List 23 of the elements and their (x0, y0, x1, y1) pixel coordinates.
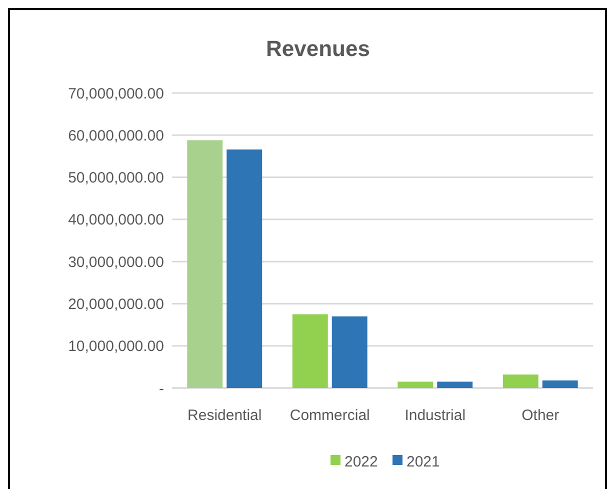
bar (332, 316, 368, 388)
bar (226, 149, 262, 388)
legend-label: 2021 (406, 453, 440, 470)
x-tick-label: Commercial (290, 407, 370, 424)
bar (502, 374, 538, 388)
bar (437, 382, 473, 388)
x-tick-label: Other (522, 407, 560, 424)
y-tick-label: 30,000,000.00 (68, 254, 164, 271)
y-tick-label: - (159, 380, 164, 398)
chart-title: Revenues (266, 36, 370, 61)
y-tick-label: 60,000,000.00 (68, 127, 164, 144)
bar (292, 314, 328, 388)
x-tick-label: Residential (188, 407, 262, 424)
bar (398, 382, 434, 388)
x-tick-label: Industrial (404, 407, 466, 424)
y-tick-label: 20,000,000.00 (68, 296, 164, 313)
bar (187, 140, 223, 388)
y-tick-label: 10,000,000.00 (68, 338, 164, 356)
y-tick-label: 70,000,000.00 (68, 85, 164, 102)
bar (542, 380, 578, 388)
legend-label: 2022 (344, 453, 378, 470)
y-tick-label: 50,000,000.00 (68, 170, 164, 187)
y-tick-label: 40,000,000.00 (68, 212, 164, 229)
